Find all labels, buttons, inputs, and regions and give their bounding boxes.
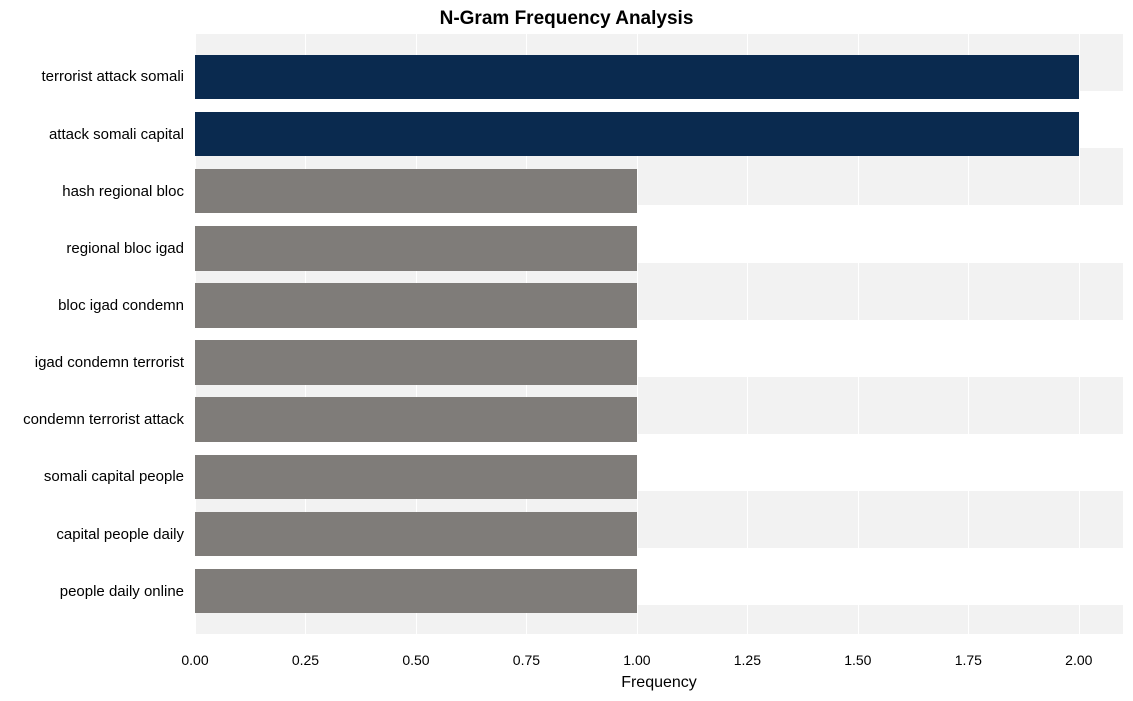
x-tick-label: 0.25	[292, 652, 319, 668]
y-tick-label: somali capital people	[0, 468, 190, 485]
x-axis: Frequency 0.000.250.500.751.001.251.501.…	[195, 634, 1123, 664]
y-tick-label: bloc igad condemn	[0, 297, 190, 314]
y-tick-label: people daily online	[0, 583, 190, 600]
bar	[195, 397, 637, 442]
y-tick-label: regional bloc igad	[0, 240, 190, 257]
y-tick-label: igad condemn terrorist	[0, 354, 190, 371]
x-tick-label: 0.75	[513, 652, 540, 668]
x-tick-label: 1.75	[955, 652, 982, 668]
bar	[195, 226, 637, 271]
bar	[195, 340, 637, 385]
bar	[195, 112, 1079, 157]
chart-title: N-Gram Frequency Analysis	[0, 8, 1133, 30]
y-tick-label: capital people daily	[0, 526, 190, 543]
plot-area	[195, 34, 1123, 634]
y-tick-label: attack somali capital	[0, 126, 190, 143]
x-tick-label: 0.50	[402, 652, 429, 668]
bar	[195, 169, 637, 214]
x-axis-title: Frequency	[195, 674, 1123, 692]
bar	[195, 512, 637, 557]
bar	[195, 55, 1079, 100]
bar	[195, 569, 637, 614]
x-tick-label: 2.00	[1065, 652, 1092, 668]
bar	[195, 455, 637, 500]
x-tick-label: 1.00	[623, 652, 650, 668]
ngram-chart: N-Gram Frequency Analysis terrorist atta…	[0, 0, 1133, 701]
y-axis-labels: terrorist attack somali attack somali cap…	[0, 34, 190, 634]
bar	[195, 283, 637, 328]
y-tick-label: condemn terrorist attack	[0, 411, 190, 428]
bars-layer	[195, 34, 1123, 634]
x-tick-label: 1.50	[844, 652, 871, 668]
x-tick-label: 1.25	[734, 652, 761, 668]
x-tick-label: 0.00	[181, 652, 208, 668]
y-tick-label: hash regional bloc	[0, 183, 190, 200]
y-tick-label: terrorist attack somali	[0, 68, 190, 85]
